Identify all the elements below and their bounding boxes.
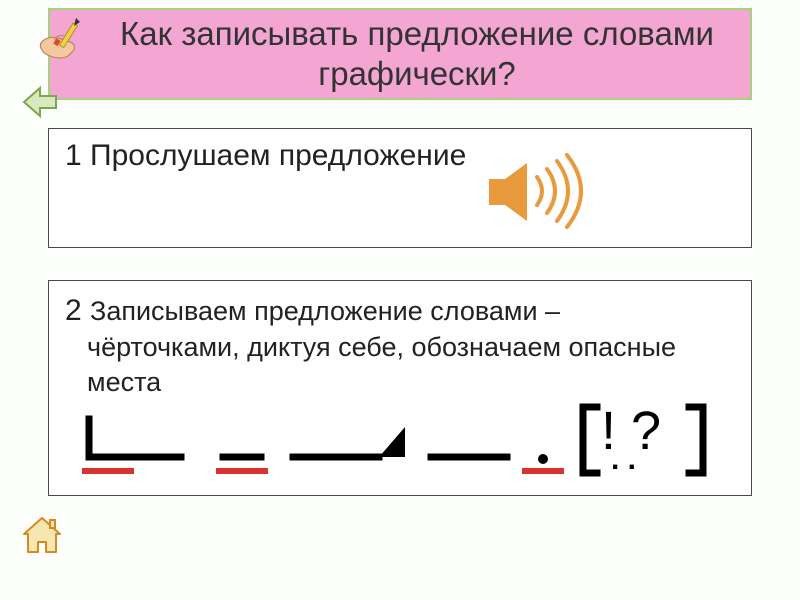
- svg-text:. .: . .: [611, 443, 636, 476]
- writing-hand-icon: [36, 16, 96, 64]
- back-arrow-button[interactable]: [20, 84, 60, 120]
- step-2-text: 2 Записываем предложение словами – чёрто…: [65, 291, 735, 400]
- sentence-scheme: !?. .: [75, 401, 715, 481]
- step-2-line1: Записываем предложение словами –: [90, 296, 560, 326]
- step-2-box: 2 Записываем предложение словами – чёрто…: [48, 280, 752, 496]
- title-text: Как записывать предложение словами графи…: [94, 14, 740, 93]
- speaker-icon[interactable]: [481, 151, 601, 231]
- step-1-text: 1 Прослушаем предложение: [65, 139, 735, 173]
- step-1-box: 1 Прослушаем предложение: [48, 128, 752, 248]
- home-button[interactable]: [20, 512, 64, 556]
- step-2-line2: чёрточками, диктуя себе, обозначаем опас…: [65, 330, 735, 400]
- step-2-number: 2: [65, 294, 90, 327]
- title-box: Как записывать предложение словами графи…: [48, 8, 752, 100]
